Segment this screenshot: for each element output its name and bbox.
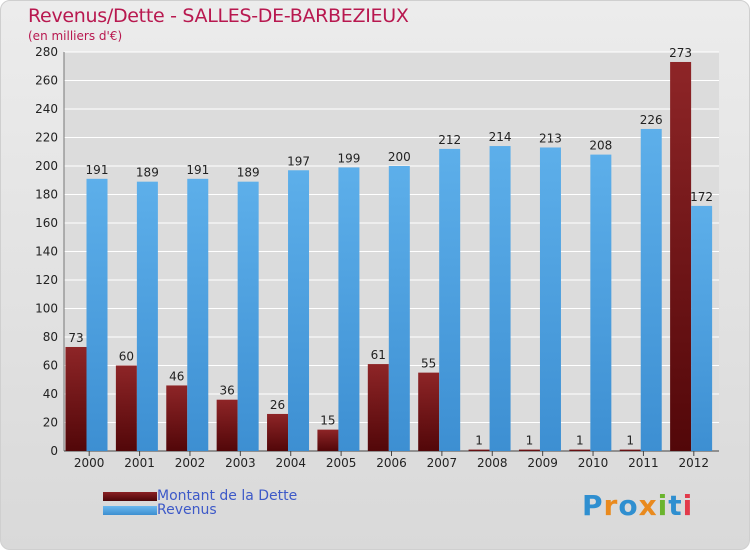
bar-dette bbox=[468, 449, 490, 451]
legend-label-dette: Montant de la Dette bbox=[157, 488, 298, 504]
data-label-dette: 273 bbox=[669, 46, 692, 60]
y-tick-label: 100 bbox=[35, 302, 58, 316]
y-tick-label: 220 bbox=[35, 131, 58, 145]
y-tick-label: 60 bbox=[43, 359, 58, 373]
y-tick-label: 200 bbox=[35, 159, 58, 173]
legend-swatch-revenus bbox=[103, 505, 157, 515]
data-label-dette: 36 bbox=[220, 384, 235, 398]
bar-revenus bbox=[489, 146, 511, 452]
data-label-revenus: 191 bbox=[86, 163, 109, 177]
logo-letter: P bbox=[582, 489, 604, 522]
x-tick-label: 2005 bbox=[326, 456, 357, 470]
data-label-revenus: 172 bbox=[690, 190, 713, 204]
legend-item-revenus: Revenus bbox=[103, 502, 217, 518]
chart-title: Revenus/Dette - SALLES-DE-BARBEZIEUX bbox=[28, 5, 409, 27]
logo-letter: o bbox=[618, 489, 639, 522]
data-label-revenus: 191 bbox=[186, 163, 209, 177]
bar-dette bbox=[418, 372, 440, 451]
bar-dette bbox=[367, 364, 389, 451]
x-tick-label: 2011 bbox=[628, 456, 659, 470]
y-tick-label: 260 bbox=[35, 74, 58, 88]
x-tick-label: 2002 bbox=[175, 456, 206, 470]
bar-dette bbox=[166, 385, 188, 451]
data-label-dette: 1 bbox=[475, 434, 483, 448]
x-tick-label: 2007 bbox=[427, 456, 458, 470]
bar-dette bbox=[619, 449, 641, 451]
bar-revenus bbox=[691, 205, 713, 451]
legend-item-dette: Montant de la Dette bbox=[103, 488, 297, 504]
data-label-dette: 55 bbox=[421, 357, 436, 371]
bar-dette bbox=[569, 449, 591, 451]
data-label-revenus: 226 bbox=[640, 113, 663, 127]
data-label-dette: 1 bbox=[526, 434, 534, 448]
data-label-revenus: 200 bbox=[388, 150, 411, 164]
x-tick-label: 2000 bbox=[74, 456, 105, 470]
data-label-revenus: 213 bbox=[539, 131, 562, 145]
bar-dette bbox=[518, 449, 540, 451]
logo-letter: i bbox=[657, 489, 669, 522]
bar-revenus bbox=[237, 181, 259, 452]
y-tick-label: 180 bbox=[35, 188, 58, 202]
y-tick-label: 20 bbox=[43, 416, 58, 430]
x-tick-label: 2003 bbox=[225, 456, 256, 470]
y-tick-label: 240 bbox=[35, 102, 58, 116]
x-tick-label: 2009 bbox=[527, 456, 558, 470]
y-tick-label: 40 bbox=[43, 387, 58, 401]
data-label-dette: 1 bbox=[626, 434, 634, 448]
bar-dette bbox=[317, 429, 339, 451]
logo-letter: x bbox=[638, 489, 658, 522]
data-label-revenus: 189 bbox=[237, 166, 260, 180]
data-label-dette: 60 bbox=[119, 350, 134, 364]
chart-subtitle: (en milliers d'€) bbox=[28, 29, 123, 43]
bar-revenus bbox=[539, 147, 561, 451]
proxiti-logo: Proxiti bbox=[582, 489, 693, 522]
bar-revenus bbox=[439, 148, 461, 451]
y-tick-label: 0 bbox=[50, 444, 58, 458]
x-tick-label: 2004 bbox=[275, 456, 306, 470]
legend-label-revenus: Revenus bbox=[157, 502, 217, 518]
data-label-dette: 26 bbox=[270, 398, 285, 412]
legend-swatch-dette bbox=[103, 491, 157, 501]
bar-dette bbox=[670, 61, 692, 451]
logo-letter: r bbox=[603, 489, 619, 522]
bar-revenus bbox=[136, 181, 158, 452]
logo-letter: t bbox=[668, 489, 683, 522]
x-tick-label: 2008 bbox=[477, 456, 508, 470]
data-label-revenus: 199 bbox=[337, 151, 360, 165]
bar-revenus bbox=[187, 178, 209, 451]
x-tick-label: 2010 bbox=[578, 456, 609, 470]
bar-dette bbox=[216, 399, 238, 451]
data-label-dette: 46 bbox=[169, 369, 184, 383]
data-label-dette: 1 bbox=[576, 434, 584, 448]
data-label-revenus: 214 bbox=[489, 130, 512, 144]
x-tick-label: 2006 bbox=[376, 456, 407, 470]
x-tick-label: 2012 bbox=[679, 456, 710, 470]
data-label-revenus: 189 bbox=[136, 166, 159, 180]
y-tick-label: 280 bbox=[35, 45, 58, 59]
bar-revenus bbox=[590, 154, 612, 451]
data-label-dette: 73 bbox=[68, 331, 83, 345]
y-tick-label: 140 bbox=[35, 245, 58, 259]
y-tick-label: 80 bbox=[43, 330, 58, 344]
bar-revenus bbox=[640, 128, 662, 451]
data-label-revenus: 212 bbox=[438, 133, 461, 147]
bar-dette bbox=[65, 346, 87, 451]
y-tick-label: 160 bbox=[35, 216, 58, 230]
data-label-revenus: 208 bbox=[589, 139, 612, 153]
data-label-dette: 15 bbox=[320, 414, 335, 428]
bar-revenus bbox=[288, 170, 310, 451]
y-tick-label: 120 bbox=[35, 273, 58, 287]
bar-dette bbox=[115, 365, 137, 451]
logo-letter: i bbox=[682, 489, 694, 522]
bar-dette bbox=[267, 413, 289, 451]
bar-revenus bbox=[388, 166, 410, 451]
bar-revenus bbox=[338, 167, 360, 452]
data-label-revenus: 197 bbox=[287, 154, 310, 168]
bar-revenus bbox=[86, 178, 108, 451]
data-label-dette: 61 bbox=[371, 348, 386, 362]
x-tick-label: 2001 bbox=[124, 456, 155, 470]
